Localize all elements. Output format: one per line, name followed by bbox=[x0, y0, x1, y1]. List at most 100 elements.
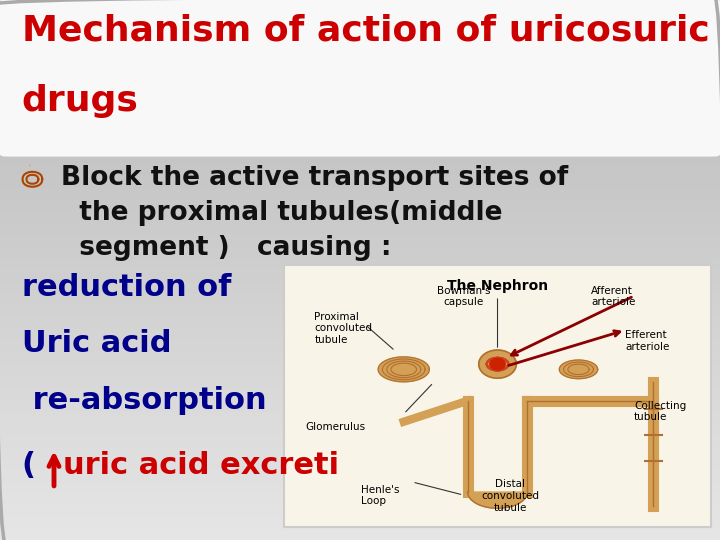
Bar bbox=[0, 49, 720, 51]
Bar bbox=[0, 0, 720, 3]
Bar bbox=[0, 275, 720, 278]
Bar bbox=[0, 383, 720, 386]
Polygon shape bbox=[559, 360, 598, 379]
Bar bbox=[0, 362, 720, 364]
Bar bbox=[0, 332, 720, 335]
Text: (: ( bbox=[22, 451, 35, 480]
Bar bbox=[0, 278, 720, 281]
Text: Henle's
Loop: Henle's Loop bbox=[361, 484, 400, 506]
Bar bbox=[0, 265, 720, 267]
Bar bbox=[0, 502, 720, 505]
Bar bbox=[0, 186, 720, 189]
Bar bbox=[0, 146, 720, 148]
Bar bbox=[0, 219, 720, 221]
Polygon shape bbox=[382, 359, 425, 380]
Bar bbox=[0, 270, 720, 273]
Bar bbox=[0, 251, 720, 254]
Bar bbox=[0, 408, 720, 410]
Bar bbox=[0, 8, 720, 11]
Polygon shape bbox=[479, 350, 516, 378]
Bar bbox=[0, 321, 720, 324]
Bar bbox=[0, 46, 720, 49]
Bar bbox=[0, 122, 720, 124]
Bar bbox=[0, 472, 720, 475]
Bar bbox=[0, 397, 720, 400]
Bar bbox=[0, 427, 720, 429]
Bar bbox=[0, 248, 720, 251]
Bar bbox=[0, 367, 720, 370]
Bar bbox=[0, 68, 720, 70]
Bar bbox=[0, 424, 720, 427]
Bar bbox=[0, 119, 720, 122]
Bar bbox=[0, 176, 720, 178]
Bar bbox=[0, 54, 720, 57]
Bar bbox=[0, 297, 720, 300]
Bar bbox=[0, 3, 720, 5]
Bar bbox=[0, 329, 720, 332]
Bar bbox=[0, 273, 720, 275]
Bar bbox=[0, 494, 720, 497]
Bar bbox=[0, 294, 720, 297]
Bar bbox=[0, 211, 720, 213]
Bar bbox=[0, 143, 720, 146]
Bar bbox=[0, 30, 720, 32]
Bar bbox=[0, 27, 720, 30]
Bar bbox=[0, 24, 720, 27]
Bar bbox=[0, 462, 720, 464]
FancyBboxPatch shape bbox=[0, 0, 720, 157]
Bar bbox=[0, 346, 720, 348]
Bar bbox=[0, 481, 720, 483]
Bar bbox=[0, 513, 720, 516]
Bar bbox=[0, 32, 720, 35]
Bar bbox=[0, 532, 720, 535]
Bar bbox=[0, 38, 720, 40]
Bar bbox=[0, 505, 720, 508]
Bar bbox=[0, 394, 720, 397]
Bar bbox=[0, 378, 720, 381]
Bar bbox=[0, 227, 720, 229]
Bar bbox=[0, 364, 720, 367]
Bar bbox=[0, 508, 720, 510]
Text: Proximal
convoluted
tubule: Proximal convoluted tubule bbox=[314, 312, 372, 345]
Polygon shape bbox=[568, 364, 589, 375]
Bar bbox=[0, 230, 720, 232]
Bar bbox=[0, 392, 720, 394]
Bar bbox=[0, 162, 720, 165]
Bar bbox=[0, 478, 720, 481]
Bar bbox=[0, 197, 720, 200]
Bar bbox=[0, 246, 720, 248]
FancyBboxPatch shape bbox=[284, 265, 711, 526]
Text: Glomerulus: Glomerulus bbox=[306, 422, 366, 432]
Bar bbox=[0, 213, 720, 216]
Bar bbox=[0, 451, 720, 454]
Bar bbox=[0, 135, 720, 138]
Bar bbox=[0, 124, 720, 127]
Bar bbox=[0, 537, 720, 540]
Text: Afferent
arteriole: Afferent arteriole bbox=[591, 286, 636, 307]
Bar bbox=[0, 300, 720, 302]
Bar bbox=[0, 78, 720, 81]
Polygon shape bbox=[378, 357, 429, 382]
Bar bbox=[0, 416, 720, 418]
Bar bbox=[0, 105, 720, 108]
Bar bbox=[0, 284, 720, 286]
Bar bbox=[0, 289, 720, 292]
Bar bbox=[0, 381, 720, 383]
Text: Efferent
arteriole: Efferent arteriole bbox=[626, 330, 670, 352]
Bar bbox=[0, 516, 720, 518]
Bar bbox=[0, 440, 720, 443]
Bar bbox=[0, 216, 720, 219]
Bar bbox=[0, 138, 720, 140]
Bar bbox=[0, 535, 720, 537]
Bar bbox=[0, 127, 720, 130]
Bar bbox=[0, 483, 720, 486]
Bar bbox=[0, 100, 720, 103]
Bar bbox=[0, 194, 720, 197]
Bar bbox=[0, 14, 720, 16]
Bar bbox=[0, 200, 720, 202]
Bar bbox=[0, 19, 720, 22]
Bar bbox=[0, 184, 720, 186]
Bar bbox=[0, 302, 720, 305]
Polygon shape bbox=[490, 359, 505, 370]
Bar bbox=[0, 510, 720, 513]
